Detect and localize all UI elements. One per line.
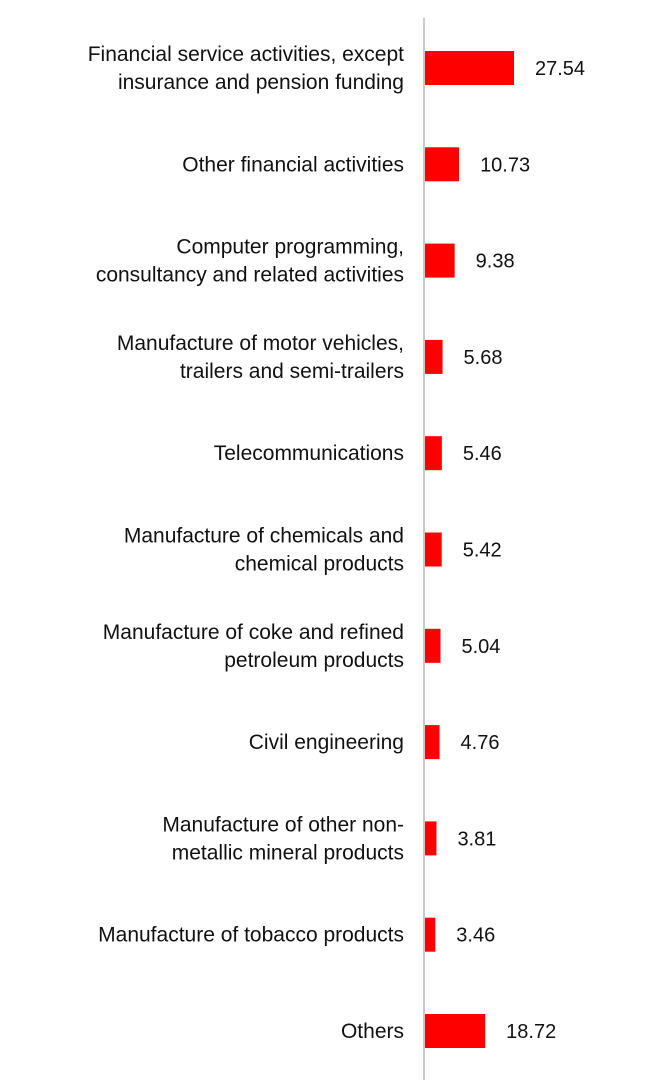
value-label-5: 5.42	[463, 540, 502, 562]
value-label-3: 5.68	[464, 347, 503, 369]
value-label-7: 4.76	[461, 732, 500, 754]
bar-2	[424, 243, 455, 278]
category-label-9-line-0: Manufacture of tobacco products	[98, 924, 404, 947]
category-label-8-line-0: Manufacture of other non-	[162, 813, 404, 836]
bar-6	[424, 628, 441, 663]
category-label-5-line-1: chemical products	[235, 553, 404, 576]
category-label-4-line-0: Telecommunications	[214, 442, 404, 465]
bars-layer	[424, 51, 514, 1048]
value-label-9: 3.46	[456, 925, 495, 947]
bar-7	[424, 725, 440, 760]
value-label-4: 5.46	[463, 443, 502, 465]
category-label-5-line-0: Manufacture of chemicals and	[124, 525, 404, 548]
category-label-2-line-1: consultancy and related activities	[96, 264, 404, 287]
category-label-6-line-1: petroleum products	[224, 649, 404, 672]
category-labels: Financial service activities, except insu…	[88, 43, 404, 1043]
category-label-3-line-1: trailers and semi-trailers	[180, 360, 404, 383]
value-label-1: 10.73	[480, 154, 530, 176]
category-label-2-line-0: Computer programming,	[176, 236, 404, 259]
category-label-0-line-0: Financial service activities, except	[88, 43, 404, 66]
category-label-7-line-0: Civil engineering	[249, 731, 404, 754]
bar-10	[424, 1014, 486, 1048]
bar-1	[424, 147, 460, 182]
category-label-8-line-1: metallic mineral products	[172, 841, 404, 864]
value-labels: 27.54 10.73 9.38 5.68 5.46 5.42 5.04 4.76 3.81 3.…	[456, 58, 585, 1043]
bar-4	[424, 436, 442, 471]
value-label-6: 5.04	[461, 636, 500, 658]
value-label-10: 18.72	[506, 1021, 556, 1043]
bar-5	[424, 532, 442, 567]
category-label-6-line-0: Manufacture of coke and refined	[103, 621, 404, 644]
value-label-0: 27.54	[535, 58, 585, 80]
category-label-0-line-1: insurance and pension funding	[118, 71, 404, 94]
category-label-10-line-0: Others	[341, 1020, 404, 1043]
value-label-2: 9.38	[476, 251, 515, 273]
category-label-3-line-0: Manufacture of motor vehicles,	[117, 332, 404, 355]
value-label-8: 3.81	[457, 828, 496, 850]
bar-3	[424, 339, 443, 374]
bar-8	[424, 821, 437, 856]
category-label-1-line-0: Other financial activities	[182, 153, 404, 176]
bar-9	[424, 917, 436, 952]
bar-0	[424, 51, 514, 85]
